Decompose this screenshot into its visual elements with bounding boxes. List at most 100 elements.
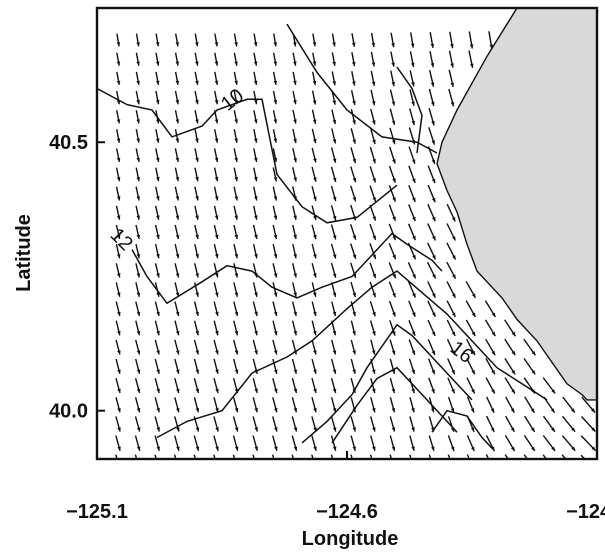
wind-arrow [174,416,180,432]
wind-arrow [253,90,258,105]
wind-arrow [116,129,121,143]
wind-arrow [233,301,239,317]
wind-arrow [272,282,278,297]
wind-arrow [213,282,219,297]
wind-arrow [115,358,121,374]
wind-arrow [292,243,297,259]
wind-arrow [213,320,219,336]
wind-arrow [174,224,180,240]
y-tick-label-40-0: 40.0 [49,401,88,423]
wind-arrow [388,281,397,298]
wind-arrow [311,128,317,144]
wind-arrow [214,52,219,66]
wind-arrow [213,167,219,182]
wind-arrow [174,167,180,182]
wind-arrow [388,242,397,260]
wind-arrow [292,205,297,220]
wind-arrow [369,281,377,298]
wind-arrow [213,454,216,459]
wind-arrow [292,52,297,66]
wind-arrow [370,397,376,413]
wind-arrow [272,167,278,182]
wind-arrow [542,454,548,459]
wind-arrow [292,167,297,182]
wind-arrow [369,320,376,336]
wind-arrow [581,396,596,413]
wind-arrow [213,243,219,259]
wind-arrow [427,184,436,203]
wind-arrow [233,243,239,259]
wind-arrow [485,415,495,433]
wind-arrow [213,358,219,374]
x-tick-label-2: −124.6 [316,501,378,523]
wind-arrow [330,397,337,413]
wind-arrow [174,205,180,220]
wind-arrow [115,167,121,182]
wind-arrow [427,281,437,298]
wind-arrow [174,52,179,66]
wind-arrow [524,396,535,414]
wind-arrow [272,71,278,86]
wind-arrow [330,185,337,202]
wind-arrow [388,262,397,279]
wind-arrow [252,416,258,432]
wind-arrow [389,454,393,459]
wind-arrow [485,338,496,356]
contour-line-13 [156,270,548,439]
wind-arrow [154,224,160,240]
x-tick-label-1: −125.1 [66,501,128,523]
wind-arrow [115,301,121,317]
wind-arrow [233,33,238,47]
wind-arrow [350,281,357,298]
wind-arrow [193,339,199,355]
wind-arrow [390,32,395,48]
wind-arrow [408,339,416,356]
wind-arrow [194,148,199,163]
contour-lines [97,23,548,449]
wind-arrow [291,301,297,317]
wind-arrow [233,205,238,220]
wind-arrow [561,415,576,433]
wind-arrow [542,377,556,394]
wind-arrow [447,377,456,394]
wind-arrow [291,320,297,336]
wind-arrow [252,378,258,394]
wind-arrow [213,186,219,201]
y-axis-label: Latitude [13,214,35,292]
wind-arrow [233,282,239,297]
wind-arrow [253,129,258,143]
wind-arrow [330,262,337,278]
wind-arrow [447,435,455,452]
wind-arrow [233,129,238,143]
wind-arrow [253,205,258,220]
wind-arrow [252,320,258,336]
wind-arrow [174,435,180,451]
wind-arrow [233,320,239,336]
wind-arrow [154,243,160,259]
wind-arrow [194,129,199,143]
wind-arrow [408,358,416,375]
wind-arrow [429,31,435,49]
wind-arrow [213,339,219,355]
wind-arrow [389,397,396,413]
wind-arrow [370,435,376,451]
wind-arrow [193,358,200,374]
wind-arrow [350,147,357,164]
wind-arrow [427,319,436,337]
wind-arrow [193,435,200,451]
wind-arrow [485,454,490,459]
wind-arrow [446,281,457,299]
wind-arrow [350,435,356,451]
wind-arrow [135,110,140,124]
wind-arrow [408,204,416,222]
wind-arrow [427,204,436,222]
wind-arrow [193,454,197,459]
wind-arrow [389,339,396,355]
contour-line-11 [286,23,438,154]
wind-arrow [409,377,415,394]
wind-arrow [350,358,356,374]
wind-arrow [135,186,140,201]
wind-arrow [194,110,199,124]
wind-arrow [154,397,160,413]
wind-arrow [330,224,337,240]
